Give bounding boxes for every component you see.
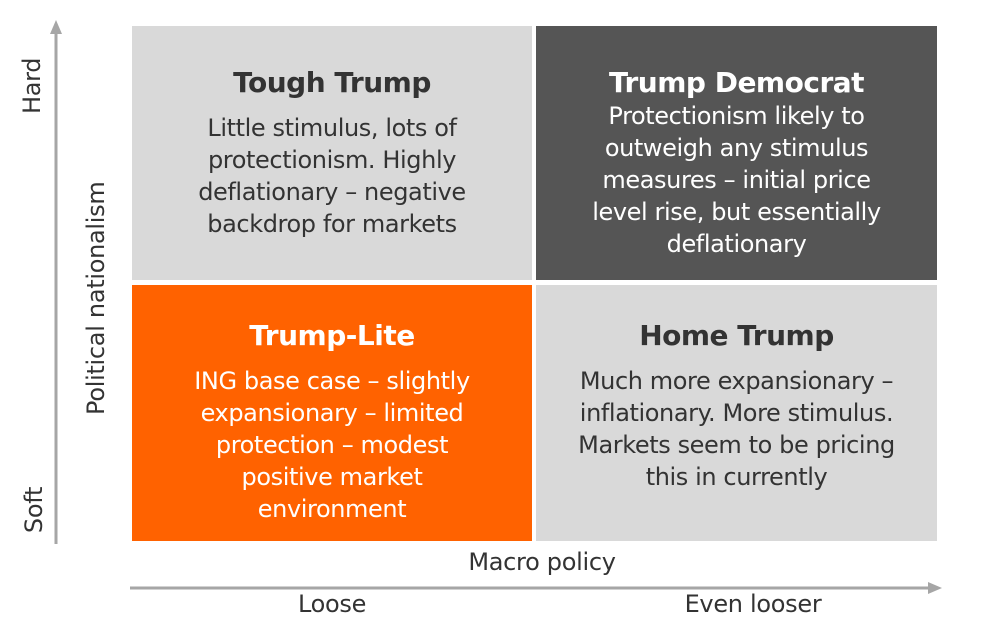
description-line: Little stimulus, lots of <box>207 114 457 142</box>
description-line: positive market <box>241 463 423 491</box>
description-line: deflationary <box>666 230 807 258</box>
x-axis-tick-even-looser: Even looser <box>684 590 822 618</box>
y-axis-end-hard: Hard <box>18 57 46 114</box>
quadrant-description: Protectionism likely to outweigh any sti… <box>536 100 937 260</box>
x-axis-tick-loose: Loose <box>297 590 367 618</box>
quadrant-description: ING base case – slightly expansionary – … <box>132 365 532 525</box>
x-axis-title: Macro policy <box>468 548 616 576</box>
description-line: environment <box>257 495 407 523</box>
description-line: outweigh any stimulus <box>604 134 869 162</box>
x-axis-arrowhead <box>928 582 942 594</box>
description-line: expansionary – limited <box>200 399 464 427</box>
description-line: Markets seem to be pricing <box>578 431 895 459</box>
quadrant-title: Tough Trump <box>233 66 431 99</box>
description-line: level rise, but essentially <box>592 198 881 226</box>
quadrant-description: Little stimulus, lots of protectionism. … <box>132 112 532 240</box>
description-line: deflationary – negative <box>198 178 466 206</box>
y-axis-end-soft: Soft <box>20 486 48 534</box>
quadrant-trump-democrat: Trump Democrat Protectionism likely to o… <box>536 26 937 280</box>
y-axis-arrowhead <box>50 20 62 34</box>
description-line: measures – initial price <box>602 166 871 194</box>
description-line: Protectionism likely to <box>608 102 865 130</box>
quadrant-home-trump: Home Trump Much more expansionary – infl… <box>536 285 937 541</box>
description-line: protectionism. Highly <box>207 146 457 174</box>
quadrant-trump-lite: Trump-Lite ING base case – slightly expa… <box>132 285 532 541</box>
description-line: ING base case – slightly <box>194 367 470 395</box>
description-line: Much more expansionary – <box>579 367 894 395</box>
quadrant-title: Home Trump <box>639 319 834 352</box>
quadrant-title: Trump Democrat <box>608 66 865 99</box>
description-line: protection – modest <box>215 431 449 459</box>
description-line: backdrop for markets <box>207 210 457 238</box>
quadrant-description: Much more expansionary – inflationary. M… <box>536 365 937 493</box>
quadrant-tough-trump: Tough Trump Little stimulus, lots of pro… <box>132 26 532 280</box>
y-axis-title: Political nationalism <box>82 181 110 415</box>
quadrant-title: Trump-Lite <box>249 319 415 352</box>
description-line: this in currently <box>645 463 828 491</box>
description-line: inflationary. More stimulus. <box>579 399 894 427</box>
